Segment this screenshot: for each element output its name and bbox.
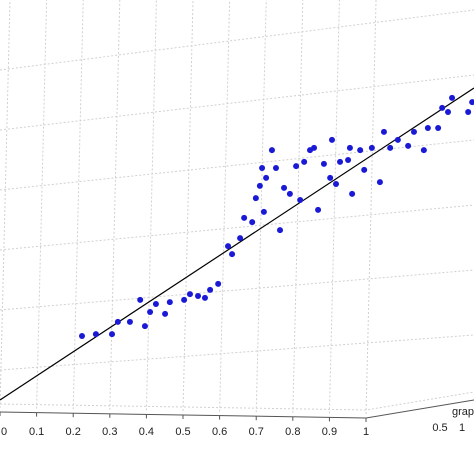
x-tick-label: 0.2 xyxy=(66,426,81,438)
data-point xyxy=(311,144,318,151)
grid-line xyxy=(328,0,340,414)
data-point xyxy=(394,136,401,143)
data-point xyxy=(465,109,472,115)
data-point xyxy=(435,125,442,131)
data-point xyxy=(241,214,248,221)
data-point xyxy=(237,235,244,242)
x-tick-label: 0 xyxy=(1,426,7,438)
background-grid xyxy=(0,9,474,371)
data-point xyxy=(152,301,159,307)
grid-line xyxy=(36,0,48,409)
data-point xyxy=(349,190,356,197)
data-point xyxy=(109,331,116,338)
data-point xyxy=(181,296,188,303)
data-point xyxy=(114,318,121,325)
grid-line xyxy=(109,0,121,410)
x-tick-label: 0.5 xyxy=(175,426,190,438)
data-point xyxy=(215,280,222,287)
data-point xyxy=(345,157,352,163)
x-tick-label: 0.6 xyxy=(212,426,227,438)
data-point xyxy=(380,128,387,135)
x-tick-label: 0.1 xyxy=(29,426,44,438)
data-point xyxy=(137,296,144,303)
data-point xyxy=(201,294,208,301)
depth-tick-label: 0.5 xyxy=(432,422,447,434)
data-point xyxy=(126,318,133,325)
data-point xyxy=(328,136,335,143)
depth-tick-label: 1 xyxy=(459,422,465,434)
data-point xyxy=(141,323,148,330)
data-point xyxy=(229,251,236,258)
data-point xyxy=(207,286,214,293)
data-point xyxy=(445,109,452,115)
data-point xyxy=(272,165,279,171)
data-point xyxy=(449,94,456,101)
grid-line xyxy=(0,0,11,409)
x-tick-label: 0.7 xyxy=(249,426,264,438)
floor-line xyxy=(0,391,474,411)
data-point xyxy=(268,147,275,154)
data-point xyxy=(410,128,417,135)
data-point xyxy=(281,184,288,191)
data-point xyxy=(297,197,304,203)
data-point xyxy=(78,333,85,339)
data-point xyxy=(301,158,308,165)
data-point xyxy=(357,147,364,154)
data-point xyxy=(327,174,334,181)
x-tick-label: 0.3 xyxy=(102,426,117,438)
data-point xyxy=(252,195,259,202)
grid-line xyxy=(182,0,194,412)
data-point xyxy=(424,125,431,131)
data-point xyxy=(368,144,375,151)
data-point xyxy=(166,299,173,306)
data-point xyxy=(361,166,368,173)
x-tick-label: 0.4 xyxy=(139,426,154,438)
x-tick-label: 0.8 xyxy=(285,426,300,438)
x-tick-label: 0.9 xyxy=(322,426,337,438)
data-point xyxy=(315,206,322,213)
fit-line xyxy=(0,87,474,401)
data-point xyxy=(405,142,412,149)
data-point xyxy=(225,243,232,250)
data-point xyxy=(162,310,169,317)
data-point xyxy=(376,179,383,186)
grid-line xyxy=(145,0,157,411)
data-point xyxy=(256,182,263,189)
grid-line xyxy=(255,0,267,413)
data-point xyxy=(249,219,256,226)
data-point xyxy=(469,99,474,106)
data-point xyxy=(92,331,99,338)
data-point xyxy=(420,147,427,154)
grid-line xyxy=(365,0,377,415)
data-point xyxy=(286,190,293,197)
data-point xyxy=(320,160,327,167)
data-point xyxy=(337,158,344,165)
depth-axis-label: grap xyxy=(452,406,474,418)
data-point xyxy=(147,309,154,315)
data-point xyxy=(333,181,340,187)
data-point xyxy=(260,208,267,215)
data-point xyxy=(186,291,193,298)
grid-line xyxy=(292,0,304,413)
data-point xyxy=(293,163,300,170)
data-point xyxy=(346,144,353,151)
data-point xyxy=(439,104,446,111)
data-point xyxy=(259,165,266,171)
data-point xyxy=(195,293,202,299)
x-axis-line xyxy=(0,399,474,419)
data-point xyxy=(387,144,394,151)
data-point xyxy=(277,227,284,234)
x-tick-label: 1 xyxy=(363,426,369,438)
grid-line xyxy=(219,0,231,412)
grid-line xyxy=(72,0,84,410)
data-point xyxy=(263,174,270,181)
